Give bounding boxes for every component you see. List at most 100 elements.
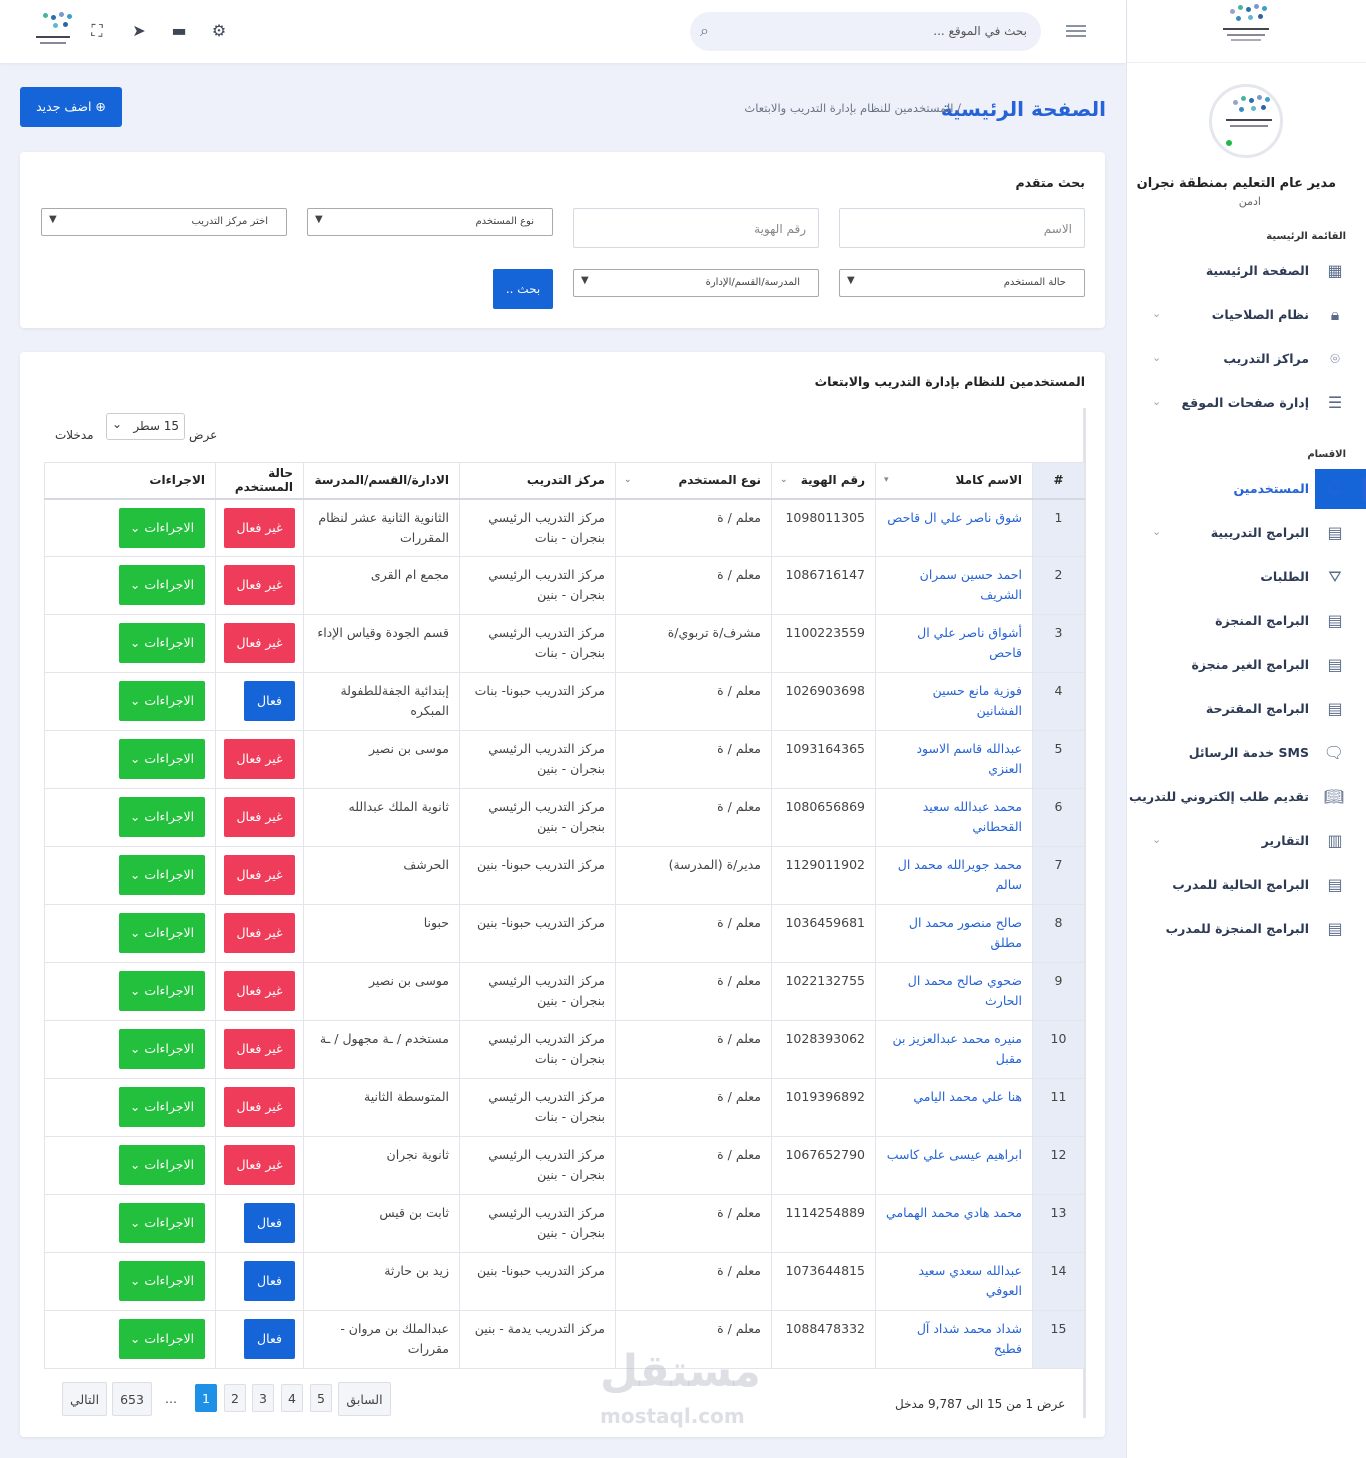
user-name-link[interactable]: عبدالله سعدي سعيد العوفي xyxy=(875,1252,1033,1311)
nav-completed-programs[interactable]: ▤ البرامج المنجزة xyxy=(1126,601,1366,641)
status-inactive-button[interactable]: غير فعال xyxy=(224,855,295,895)
actions-dropdown-button[interactable]: الاجراءات ⌄ xyxy=(119,855,205,895)
actions-dropdown-button[interactable]: الاجراءات ⌄ xyxy=(119,623,205,663)
user-name-link[interactable]: فوزية مانع حسين الفشانين xyxy=(875,672,1033,731)
pagination-page-2[interactable]: 2 xyxy=(224,1384,246,1412)
nav-home[interactable]: ▦ الصفحة الرئيسية xyxy=(1126,251,1366,291)
user-name-link[interactable]: ابراهيم عيسى علي كاسب xyxy=(875,1136,1033,1195)
actions-dropdown-button[interactable]: الاجراءات ⌄ xyxy=(119,1087,205,1127)
user-name-link[interactable]: محمد هادي محمد الهمامي xyxy=(875,1194,1033,1253)
search-button[interactable]: بحث .. xyxy=(493,269,553,309)
actions-dropdown-button[interactable]: الاجراءات ⌄ xyxy=(119,1145,205,1185)
nav-reports[interactable]: ▥ التقارير ⌄ xyxy=(1126,821,1366,861)
status-inactive-button[interactable]: غير فعال xyxy=(224,507,295,548)
col-user-status[interactable]: حالة المستخدم xyxy=(215,462,304,500)
nav-suggested-programs[interactable]: ▤ البرامج المقترحة xyxy=(1126,689,1366,729)
name-field[interactable]: الاسم xyxy=(839,208,1085,248)
nav-users[interactable]: ☺ المستخدمين xyxy=(1233,469,1366,509)
pagination-page-1[interactable]: 1 xyxy=(195,1384,217,1412)
user-name-link[interactable]: محمد جويرالله محمد ال سالم xyxy=(875,846,1033,905)
user-name-link[interactable]: أشواق ناصر علي ال قاحص xyxy=(875,614,1033,673)
actions-dropdown-button[interactable]: الاجراءات ⌄ xyxy=(119,913,205,953)
status-inactive-button[interactable]: غير فعال xyxy=(224,1029,295,1069)
nav-site-pages[interactable]: ☰ إدارة صفحات الموقع ⌄ xyxy=(1126,383,1366,423)
user-name-link[interactable]: شوق ناصر علي ال قاحص xyxy=(875,498,1033,557)
pagination-page-3[interactable]: 3 xyxy=(252,1384,274,1412)
status-inactive-button[interactable]: غير فعال xyxy=(224,797,295,837)
nav-trainer-completed[interactable]: ▤ البرامج المنجزة للمدرب xyxy=(1126,909,1366,949)
nav-requests[interactable]: ⛛ الطلبات xyxy=(1126,557,1366,597)
add-new-button[interactable]: ⊕ اضف جديد xyxy=(20,87,122,127)
user-name-link[interactable]: محمد عبدالله سعيد القحطاني xyxy=(875,788,1033,847)
user-name-link[interactable]: منيره محمد عبدالعزيز بن مقبل xyxy=(875,1020,1033,1079)
actions-dropdown-button[interactable]: الاجراءات ⌄ xyxy=(119,1203,205,1243)
id-number-field[interactable]: رقم الهوية xyxy=(573,208,819,248)
training-center-select[interactable]: اختر مركز التدريب ▼ xyxy=(41,208,287,236)
user-status-select[interactable]: حالة المستخدم ▼ xyxy=(839,269,1085,297)
status-inactive-button[interactable]: غير فعال xyxy=(224,1087,295,1127)
nav-training-programs[interactable]: ▤ البرامج التدريبية ⌄ xyxy=(1126,513,1366,553)
actions-cell: الاجراءات ⌄ xyxy=(44,614,216,673)
nav-permissions[interactable]: 🔒︎ نظام الصلاحيات ⌄ xyxy=(1126,295,1366,335)
col-index[interactable]: # xyxy=(1032,462,1085,500)
status-inactive-button[interactable]: غير فعال xyxy=(224,623,295,663)
col-department[interactable]: الادارة/القسم/المدرسة xyxy=(303,462,460,500)
pagination-next[interactable]: التالي xyxy=(62,1382,107,1416)
status-active-button[interactable]: فعال xyxy=(244,1203,295,1243)
sort-icon: ⌄ xyxy=(624,475,632,485)
actions-dropdown-button[interactable]: الاجراءات ⌄ xyxy=(119,681,205,721)
settings-icon[interactable]: ⚙ xyxy=(211,21,227,40)
user-name-link[interactable]: احمد حسين سمران الشريف xyxy=(875,556,1033,615)
page-length-select[interactable]: 15 سطر ⌄ xyxy=(106,413,185,440)
user-name-link[interactable]: شداد محمد شداد آل فطيح xyxy=(875,1310,1033,1369)
col-training-center[interactable]: مركز التدريب xyxy=(459,462,616,500)
breadcrumb[interactable]: / المستخدمين للنظام بإدارة التدريب والاب… xyxy=(744,101,961,115)
user-name-link[interactable]: هنا علي محمد اليامي xyxy=(875,1078,1033,1137)
user-name-link[interactable]: ضحوي صالح محمد ال الحارث xyxy=(875,962,1033,1021)
pagination-page-4[interactable]: 4 xyxy=(281,1384,303,1412)
col-full-name[interactable]: الاسم كاملا ▾ xyxy=(875,462,1033,500)
actions-dropdown-button[interactable]: الاجراءات ⌄ xyxy=(119,739,205,779)
pagination-page-last[interactable]: 653 xyxy=(112,1382,152,1416)
status-inactive-button[interactable]: غير فعال xyxy=(224,971,295,1011)
status-inactive-button[interactable]: غير فعال xyxy=(224,1145,295,1185)
actions-dropdown-button[interactable]: الاجراءات ⌄ xyxy=(119,565,205,605)
status-inactive-button[interactable]: غير فعال xyxy=(224,913,295,953)
nav-sms[interactable]: 🗨︎ SMS خدمة الرسائل xyxy=(1126,733,1366,773)
status-active-button[interactable]: فعال xyxy=(244,1261,295,1301)
col-id-number[interactable]: رقم الهوية ⌄ xyxy=(771,462,876,500)
nav-trainer-current[interactable]: ▤ البرامج الحالية للمدرب xyxy=(1126,865,1366,905)
actions-dropdown-button[interactable]: الاجراءات ⌄ xyxy=(119,971,205,1011)
status-active-button[interactable]: فعال xyxy=(244,681,295,721)
chat-icon[interactable]: ▬ xyxy=(171,21,187,40)
search-input[interactable]: بحث في الموقع ... ⌕ xyxy=(690,12,1041,51)
pagination-page-5[interactable]: 5 xyxy=(310,1384,332,1412)
nav-incomplete-programs[interactable]: ▤ البرامج الغير منجزة xyxy=(1126,645,1366,685)
logo-icon[interactable] xyxy=(26,12,76,54)
nav-training-centers[interactable]: ⌾ مراكز التدريب ⌄ xyxy=(1126,339,1366,379)
send-icon[interactable]: ➤ xyxy=(132,21,146,40)
user-name-link[interactable]: صالح منصور محمد ال مطلق xyxy=(875,904,1033,963)
fullscreen-icon[interactable]: ⛶ xyxy=(91,21,103,40)
actions-dropdown-button[interactable]: الاجراءات ⌄ xyxy=(119,797,205,837)
actions-dropdown-button[interactable]: الاجراءات ⌄ xyxy=(119,1029,205,1069)
actions-dropdown-button[interactable]: الاجراءات ⌄ xyxy=(119,1261,205,1301)
nav-training-request[interactable]: 📖︎ تقديم طلب إلكتروني للتدريب xyxy=(1126,777,1366,817)
chevron-down-icon: ⌄ xyxy=(1152,833,1162,846)
actions-dropdown-button[interactable]: الاجراءات ⌄ xyxy=(119,1319,205,1359)
status-active-button[interactable]: فعال xyxy=(244,1319,295,1359)
user-name-link[interactable]: عبدالله قاسم الاسود العنزي xyxy=(875,730,1033,789)
pagination-previous[interactable]: السابق xyxy=(338,1382,391,1416)
actions-label: الاجراءات xyxy=(144,809,195,824)
actions-dropdown-button[interactable]: الاجراءات ⌄ xyxy=(119,507,205,548)
col-user-type[interactable]: نوع المستخدم ⌄ xyxy=(615,462,772,500)
avatar[interactable] xyxy=(1209,84,1283,158)
user-type-select[interactable]: نوع المستخدم ▼ xyxy=(307,208,553,236)
status-inactive-button[interactable]: غير فعال xyxy=(224,739,295,779)
menu-icon[interactable] xyxy=(1066,25,1086,39)
status-inactive-button[interactable]: غير فعال xyxy=(224,565,295,605)
department-select[interactable]: المدرسة/القسم/الإدارة ▼ xyxy=(573,269,819,297)
nav-label: نظام الصلاحيات xyxy=(1211,307,1309,322)
sidebar-logo[interactable] xyxy=(1126,0,1366,63)
search-icon[interactable]: ⌕ xyxy=(700,21,709,40)
